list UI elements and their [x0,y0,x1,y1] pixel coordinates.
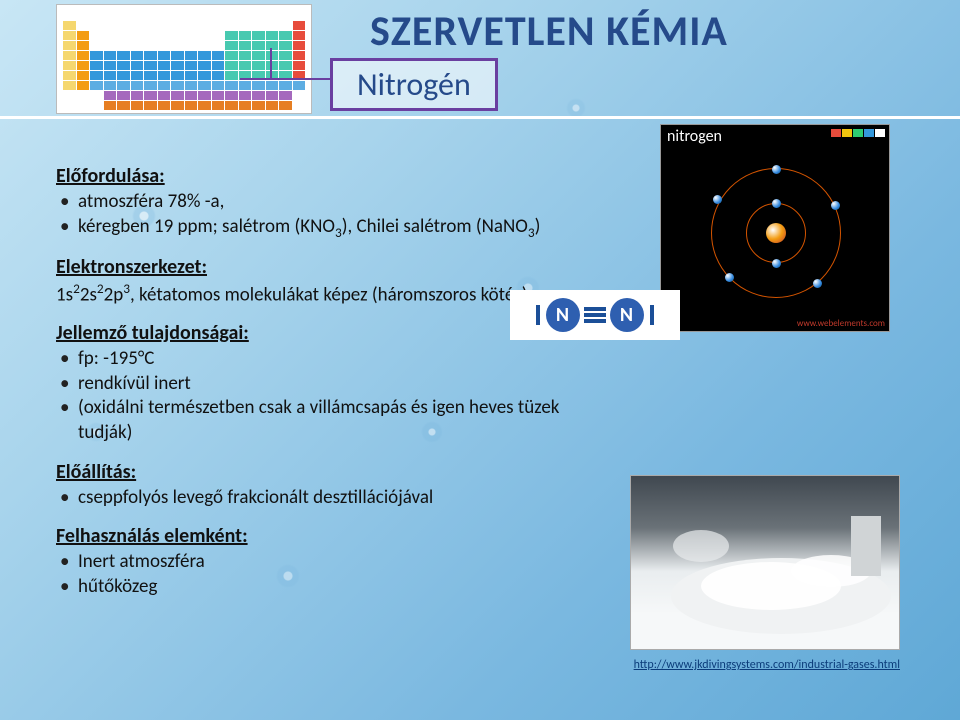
use-head: Felhasználás elemként: [56,524,596,548]
props-list: fp: -195°C rendkívül inert (oxidálni ter… [60,347,596,446]
use-item: hűtőközeg [60,575,596,600]
props-item: (oxidálni természetben csak a villámcsap… [60,396,596,445]
main-content: Előfordulása: atmoszféra 78% -a, kéregbe… [56,150,596,604]
electron [772,259,781,268]
atom-credit: www.webelements.com [797,318,885,329]
page-subtitle: Nitrogén [330,58,498,111]
use-item: Inert atmoszféra [60,550,596,575]
periodic-table-thumb [56,4,312,114]
citation-link[interactable]: http://www.jkdivingsystems.com/industria… [634,658,900,672]
atom-label: nitrogen [667,127,722,146]
prep-list: cseppfolyós levegő frakcionált desztillá… [60,486,596,511]
atom-palette [831,129,885,137]
n-right: N [610,298,644,332]
electron [813,279,822,288]
liquid-nitrogen-image [630,475,900,650]
electron [713,195,722,204]
header: SZERVETLEN KÉMIA Nitrogén [0,0,960,120]
props-item: fp: -195°C [60,347,596,372]
occurrence-item: atmoszféra 78% -a, [60,190,596,215]
page-title: SZERVETLEN KÉMIA [370,6,728,57]
n-left: N [546,298,580,332]
electron [772,199,781,208]
occurrence-list: atmoszféra 78% -a, kéregben 19 ppm; salé… [60,190,596,241]
props-item: rendkívül inert [60,372,596,397]
use-list: Inert atmoszféra hűtőközeg [60,550,596,599]
econf-head: Elektronszerkezet: [56,255,596,279]
electron [725,273,734,282]
nucleus [766,223,786,243]
connector-line [270,78,330,80]
electron [831,201,840,210]
triple-bond-figure: N N [510,290,680,340]
electron [772,165,781,174]
header-divider [0,116,960,119]
occurrence-item: kéregben 19 ppm; salétrom (KNO3), Chilei… [60,215,596,241]
atom-figure: nitrogen www.webelements.com [660,124,890,332]
prep-item: cseppfolyós levegő frakcionált desztillá… [60,486,596,511]
occurrence-head: Előfordulása: [56,164,596,188]
prep-head: Előállítás: [56,460,596,484]
